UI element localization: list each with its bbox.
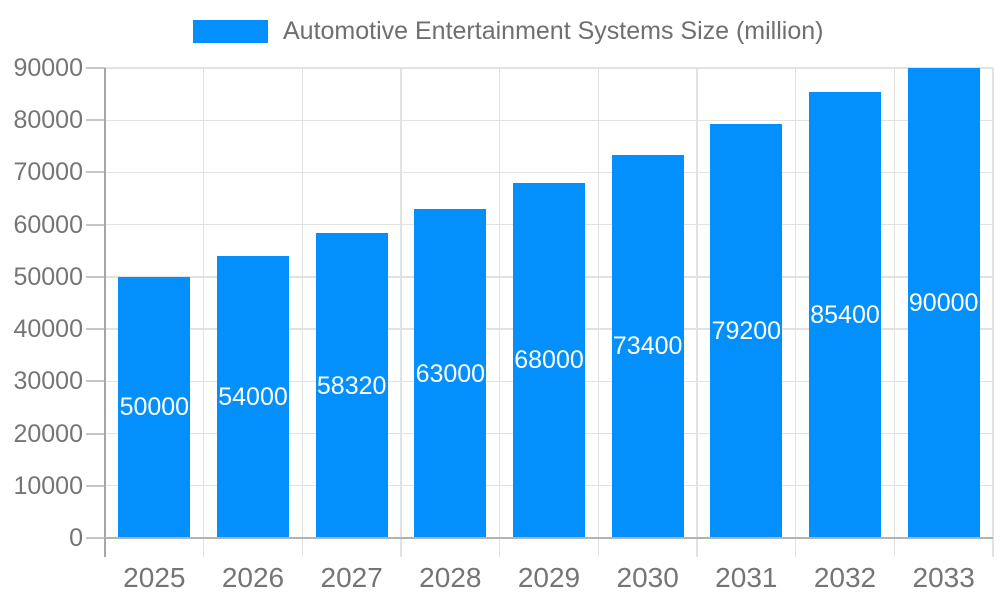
- bar-2026[interactable]: 54000: [217, 256, 289, 538]
- y-axis-tick-label: 80000: [13, 106, 83, 135]
- y-axis-tick-label: 40000: [13, 315, 83, 344]
- bar-value-label: 90000: [908, 289, 979, 317]
- gridline: [498, 68, 501, 557]
- y-axis-tick-label: 10000: [13, 471, 83, 500]
- gridline: [794, 68, 797, 557]
- bar-2028[interactable]: 63000: [414, 209, 487, 538]
- bar-2031[interactable]: 79200: [710, 124, 783, 538]
- bar-value-label: 58320: [316, 371, 387, 400]
- bar-2030[interactable]: 73400: [611, 154, 684, 538]
- y-axis-line: [104, 68, 106, 557]
- bar-2027[interactable]: 58320: [315, 233, 388, 538]
- plot-area: 50000 54000 58320 63000 68000 73400 79200 85400…: [104, 67, 994, 557]
- y-axis-tick: [86, 380, 105, 383]
- y-axis-tick-label: 50000: [13, 262, 83, 291]
- bar-value-label: 79200: [711, 317, 782, 346]
- y-axis-tick: [86, 119, 105, 122]
- bar-value-label: 68000: [514, 346, 584, 375]
- x-axis-tick-label: 2029: [517, 562, 581, 593]
- y-axis-tick-label: 20000: [13, 419, 83, 448]
- bar-2025[interactable]: 50000: [118, 276, 191, 538]
- y-axis-tick: [86, 432, 105, 435]
- y-axis-tick: [86, 537, 105, 539]
- x-axis-tick-label: 2030: [616, 562, 679, 593]
- y-axis-tick-label: 60000: [13, 210, 83, 239]
- x-axis-tick-label: 2027: [320, 562, 383, 593]
- y-axis-tick: [86, 328, 105, 331]
- x-axis-line: [105, 537, 993, 539]
- bar-value-label: 73400: [612, 332, 683, 361]
- bar-value-label: 54000: [218, 383, 288, 411]
- y-axis-tick: [86, 484, 105, 487]
- gridline: [400, 68, 402, 557]
- chart-legend[interactable]: Automotive Entertainment Systems Size (m…: [193, 17, 823, 46]
- gridline: [597, 68, 600, 557]
- x-axis-tick-label: 2028: [419, 562, 482, 593]
- bar-2029[interactable]: 68000: [513, 182, 585, 538]
- gridline: [202, 68, 205, 557]
- gridline: [105, 119, 993, 121]
- y-axis-tick-label: 0: [69, 524, 83, 552]
- gridline: [105, 171, 993, 174]
- bar-2032[interactable]: 85400: [809, 92, 881, 538]
- y-axis-tick: [86, 67, 105, 69]
- x-axis-tick-label: 2026: [221, 562, 285, 593]
- x-axis-tick-label: 2032: [813, 562, 877, 593]
- gridline: [105, 67, 993, 69]
- bar-value-label: 50000: [119, 393, 190, 422]
- y-axis-tick: [86, 171, 105, 174]
- legend-label: Automotive Entertainment Systems Size (m…: [283, 17, 824, 45]
- y-axis-tick: [86, 275, 105, 278]
- x-axis-tick-label: 2033: [912, 562, 975, 593]
- bar-value-label: 63000: [415, 359, 486, 388]
- y-axis-tick-label: 30000: [13, 367, 83, 396]
- y-axis-tick-label: 70000: [13, 158, 83, 187]
- gridline: [301, 68, 304, 557]
- gridline: [696, 68, 698, 557]
- y-axis-tick: [86, 223, 105, 226]
- gridline: [992, 68, 994, 557]
- bar-2033[interactable]: 90000: [907, 68, 980, 538]
- y-axis-tick-label: 90000: [13, 54, 83, 82]
- x-axis-tick-label: 2025: [123, 562, 186, 593]
- legend-swatch: [193, 20, 268, 43]
- x-axis-tick-label: 2031: [715, 562, 778, 593]
- gridline: [893, 68, 896, 557]
- bar-value-label: 85400: [810, 301, 880, 330]
